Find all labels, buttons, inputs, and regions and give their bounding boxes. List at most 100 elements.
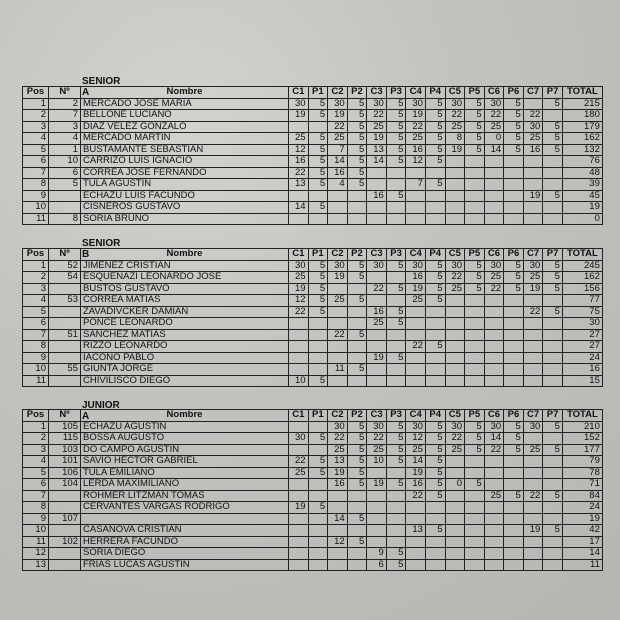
cell: 5 bbox=[307, 282, 329, 295]
header-cell: P1 bbox=[307, 409, 329, 422]
cell: 5 bbox=[424, 259, 446, 272]
cell: 5 bbox=[385, 282, 407, 295]
cell bbox=[464, 535, 485, 548]
cell: CARRIZO LUIS IGNACIO bbox=[80, 155, 289, 168]
cell bbox=[366, 374, 387, 387]
cell: 6 bbox=[22, 317, 49, 330]
header-cell: Pos bbox=[22, 86, 49, 99]
cell: 5 bbox=[424, 143, 446, 156]
cell: 5 bbox=[307, 466, 329, 479]
row: 2 7 BELLONE LUCIANO 19 5 19 5 22 5 19 5 22 5 22 5 22 180 bbox=[22, 109, 603, 122]
cell: BELLONE LUCIANO bbox=[80, 109, 289, 122]
header-cell: C1 bbox=[288, 409, 309, 422]
cell: 4 bbox=[48, 132, 81, 145]
cell bbox=[288, 558, 309, 571]
cell: 30 bbox=[327, 259, 348, 272]
cell: 5 bbox=[346, 294, 368, 307]
cell bbox=[48, 374, 81, 387]
cell: 30 bbox=[366, 259, 387, 272]
cell: 5 bbox=[385, 317, 407, 330]
cell: RIZZO LEONARDO bbox=[80, 340, 289, 353]
cell: 5 bbox=[346, 455, 368, 468]
header-cell: P2 bbox=[346, 86, 368, 99]
header-cell: TOTAL bbox=[561, 409, 603, 422]
cell: 11 bbox=[327, 363, 348, 376]
cell bbox=[522, 201, 544, 214]
cell: 5 bbox=[542, 271, 563, 284]
cell: 5 bbox=[542, 132, 563, 145]
cell: 5 bbox=[503, 109, 524, 122]
cell bbox=[483, 524, 505, 537]
header-cell: P5 bbox=[464, 409, 485, 422]
row: 6 104 LERDA MAXIMILIANO 16 5 19 5 16 5 0 5 71 bbox=[22, 478, 603, 491]
cell: 5 bbox=[503, 143, 524, 156]
cell bbox=[385, 489, 407, 502]
cell bbox=[444, 363, 466, 376]
cell: 30 bbox=[483, 420, 505, 433]
cell: 19 bbox=[561, 512, 603, 525]
cell bbox=[444, 374, 466, 387]
header-cell: C7 bbox=[522, 409, 544, 422]
cell: 16 bbox=[327, 478, 348, 491]
cell: 8 bbox=[22, 340, 49, 353]
cell: 5 bbox=[503, 132, 524, 145]
cell: 22 bbox=[288, 305, 309, 318]
cell: 79 bbox=[561, 455, 603, 468]
cell: 5 bbox=[542, 282, 563, 295]
cell: 5 bbox=[307, 178, 329, 191]
cell: 12 bbox=[22, 547, 49, 560]
cell: 6 bbox=[22, 155, 49, 168]
cell bbox=[464, 512, 485, 525]
cell: 16 bbox=[522, 143, 544, 156]
cell bbox=[483, 501, 505, 514]
row: 9 107 14 5 19 bbox=[22, 512, 603, 525]
cell: 5 bbox=[385, 558, 407, 571]
header-cell: Pos bbox=[22, 248, 49, 261]
header-cell: P5 bbox=[464, 248, 485, 261]
cell bbox=[327, 201, 348, 214]
cell: 5 bbox=[385, 455, 407, 468]
cell: 5 bbox=[424, 340, 446, 353]
cell: 30 bbox=[288, 259, 309, 272]
cell: 5 bbox=[307, 455, 329, 468]
header-cell: C4 bbox=[405, 409, 426, 422]
cell bbox=[288, 212, 309, 225]
cell bbox=[522, 97, 544, 110]
cell: 11 bbox=[22, 212, 49, 225]
cell bbox=[346, 351, 368, 364]
cell: 5 bbox=[307, 143, 329, 156]
cell: 5 bbox=[346, 109, 368, 122]
cell: ZAVADIVCKER DAMIAN bbox=[80, 305, 289, 318]
cell: 75 bbox=[561, 305, 603, 318]
row: 9 IACONO PABLO 19 5 24 bbox=[22, 351, 603, 364]
cell: 19 bbox=[327, 466, 348, 479]
cell: 78 bbox=[561, 466, 603, 479]
cell bbox=[385, 212, 407, 225]
cell: 7 bbox=[22, 328, 49, 341]
cell bbox=[385, 524, 407, 537]
cell: 5 bbox=[424, 443, 446, 456]
cell: BOSSA AUGUSTO bbox=[80, 432, 289, 445]
cell: 19 bbox=[327, 271, 348, 284]
cell bbox=[464, 189, 485, 202]
cell bbox=[464, 501, 485, 514]
cell bbox=[327, 501, 348, 514]
cell: 5 bbox=[542, 524, 563, 537]
cell: 6 bbox=[366, 558, 387, 571]
cell: 5 bbox=[307, 109, 329, 122]
cell bbox=[288, 340, 309, 353]
cell: 132 bbox=[561, 143, 603, 156]
cell: MERCADO JOSE MARIA bbox=[80, 97, 289, 110]
cell: 4 bbox=[22, 132, 49, 145]
cell bbox=[503, 524, 524, 537]
cell: FRIAS LUCAS AGUSTIN bbox=[80, 558, 289, 571]
cell: 12 bbox=[327, 535, 348, 548]
cell: 25 bbox=[444, 443, 466, 456]
cell bbox=[424, 212, 446, 225]
cell bbox=[405, 501, 426, 514]
cell bbox=[444, 340, 466, 353]
cell: 22 bbox=[522, 109, 544, 122]
cell: 5 bbox=[503, 489, 524, 502]
cell bbox=[424, 305, 446, 318]
cell bbox=[503, 328, 524, 341]
